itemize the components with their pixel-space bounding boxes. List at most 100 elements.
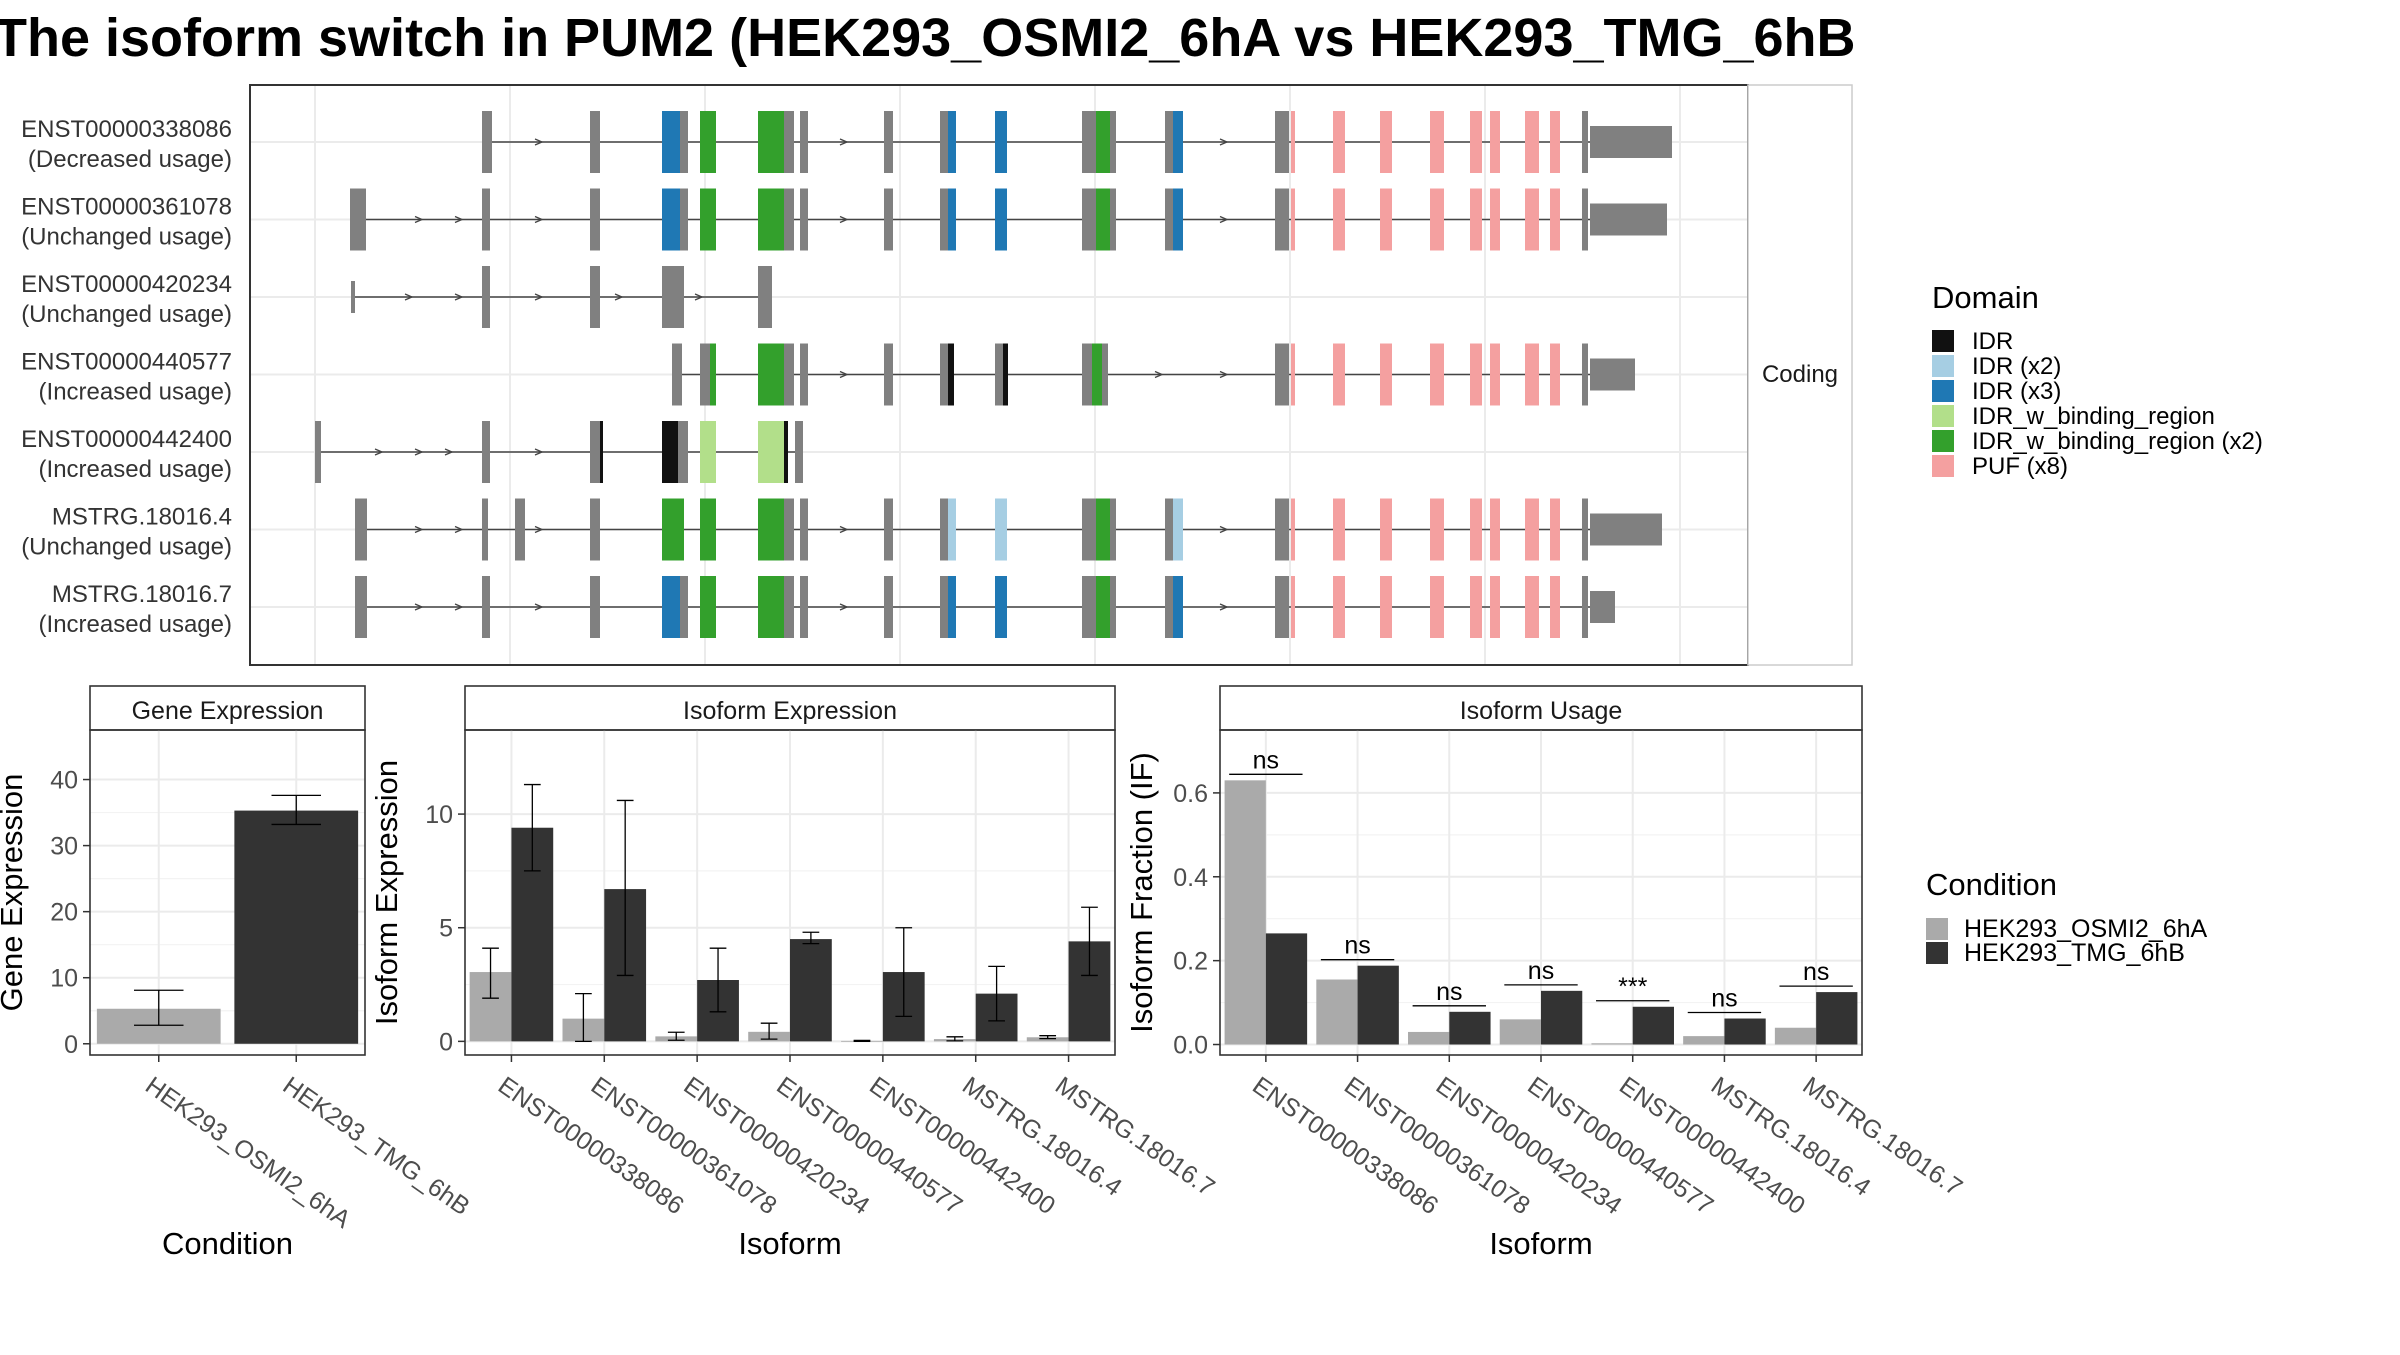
domain-block: [1333, 576, 1345, 638]
strand-arrow: [839, 138, 849, 146]
domain-block: [995, 111, 1007, 173]
exon-block: [940, 343, 948, 406]
y-tick-label: 20: [50, 899, 78, 927]
domain-block: [1470, 343, 1482, 406]
x-tick-label: MSTRG.18016.4: [1706, 1071, 1876, 1202]
exon-block: [700, 343, 710, 406]
exon-block: [355, 498, 367, 561]
strand-arrow: [839, 370, 849, 379]
condition-legend: Condition HEK293_OSMI2_6hA HEK293_TMG_6h…: [1926, 867, 2208, 967]
transcript-id-label: MSTRG.18016.7: [52, 581, 232, 608]
isoform-expression-chart: Isoform Expression0510ENST00000338086ENS…: [369, 685, 1220, 1261]
exon-block: [1590, 513, 1662, 546]
exon-block: [995, 343, 1003, 406]
transcript-usage-label: (Unchanged usage): [21, 301, 232, 328]
exon-block: [1110, 576, 1116, 638]
strand-arrow: [414, 448, 424, 456]
exon-block: [1165, 188, 1173, 251]
exon-block: [1165, 576, 1173, 638]
domain-block: [995, 188, 1007, 251]
transcript-track-6: [355, 576, 1615, 638]
domain-block: [700, 576, 716, 638]
strand-arrow: [534, 215, 544, 224]
domain-block: [1430, 343, 1444, 406]
transcript-id-label: ENST00000442400: [21, 426, 232, 453]
exon-block: [482, 266, 490, 328]
domain-block: [758, 576, 784, 638]
exon-block: [884, 498, 893, 561]
y-tick-label: 0.4: [1173, 864, 1208, 892]
exon-block: [884, 111, 893, 173]
exon-block: [351, 281, 355, 313]
bar: [1265, 933, 1308, 1045]
domain-key-5: [1932, 455, 1954, 477]
isoform-usage-chart: Isoform Usage0.00.20.40.6nsENST000003380…: [1124, 685, 1967, 1261]
domain-key-1: [1932, 355, 1954, 377]
domain-block: [758, 111, 784, 173]
exon-block: [1275, 576, 1289, 638]
bar: [1449, 1011, 1491, 1045]
domain-block: [758, 498, 784, 561]
domain-label-1: IDR (x2): [1972, 353, 2061, 380]
exon-block: [1582, 188, 1588, 251]
panel-strip: [1219, 685, 1863, 731]
transcript-usage-label: (Decreased usage): [28, 146, 232, 173]
transcript-id-label: ENST00000440577: [21, 349, 232, 376]
bar: [1026, 1037, 1069, 1042]
domain-key-2: [1932, 380, 1954, 402]
domain-block: [1003, 343, 1008, 406]
domain-block: [1470, 576, 1482, 638]
exon-block: [482, 498, 488, 561]
strand-arrow: [839, 215, 849, 224]
domain-block: [1380, 576, 1392, 638]
domain-block: [1550, 498, 1560, 561]
strand-arrow: [534, 138, 544, 146]
exon-block: [1110, 498, 1116, 561]
transcript-id-label: MSTRG.18016.4: [52, 504, 232, 531]
exon-block: [940, 576, 948, 638]
significance-label: ns: [1253, 746, 1279, 774]
domain-block: [758, 188, 784, 251]
exon-block: [800, 343, 808, 406]
strand-arrow: [614, 293, 624, 301]
panel-title: Gene Expression: [132, 697, 324, 725]
strand-arrow: [534, 603, 544, 611]
domain-block: [1291, 343, 1295, 406]
domain-key-3: [1932, 405, 1954, 427]
bar: [790, 939, 832, 1042]
transcript-usage-label: (Increased usage): [39, 379, 232, 406]
transcript-track-2: [351, 266, 772, 328]
domain-block: [1333, 188, 1345, 251]
exon-block: [766, 266, 772, 328]
exon-block: [800, 188, 808, 251]
x-tick-label: MSTRG.18016.7: [1050, 1071, 1220, 1202]
bar: [1816, 992, 1858, 1045]
domain-block: [948, 111, 956, 173]
exon-block: [482, 111, 490, 173]
domain-block: [1380, 498, 1392, 561]
transcript-usage-label: (Unchanged usage): [21, 224, 232, 251]
domain-legend-title: Domain: [1932, 280, 2039, 315]
condition-label-b: HEK293_TMG_6hB: [1964, 939, 2185, 967]
domain-block: [1550, 188, 1560, 251]
exon-block: [482, 188, 490, 251]
exon-block: [884, 576, 893, 638]
domain-block: [758, 343, 784, 406]
domain-block: [1333, 343, 1345, 406]
exon-block: [784, 498, 794, 561]
domain-block: [1550, 576, 1560, 638]
bar: [1683, 1036, 1725, 1045]
strand-arrow: [1219, 370, 1229, 379]
domain-block: [1490, 188, 1500, 251]
transcript-track-0: [482, 111, 1672, 173]
condition-key-b: [1926, 942, 1948, 964]
domain-label-3: IDR_w_binding_region: [1972, 403, 2215, 430]
exon-block: [590, 266, 600, 328]
domain-block: [662, 498, 684, 561]
exon-block: [672, 343, 682, 406]
strand-arrow: [1219, 603, 1229, 611]
y-axis-title: Gene Expression: [0, 774, 29, 1012]
exon-block: [680, 111, 688, 173]
